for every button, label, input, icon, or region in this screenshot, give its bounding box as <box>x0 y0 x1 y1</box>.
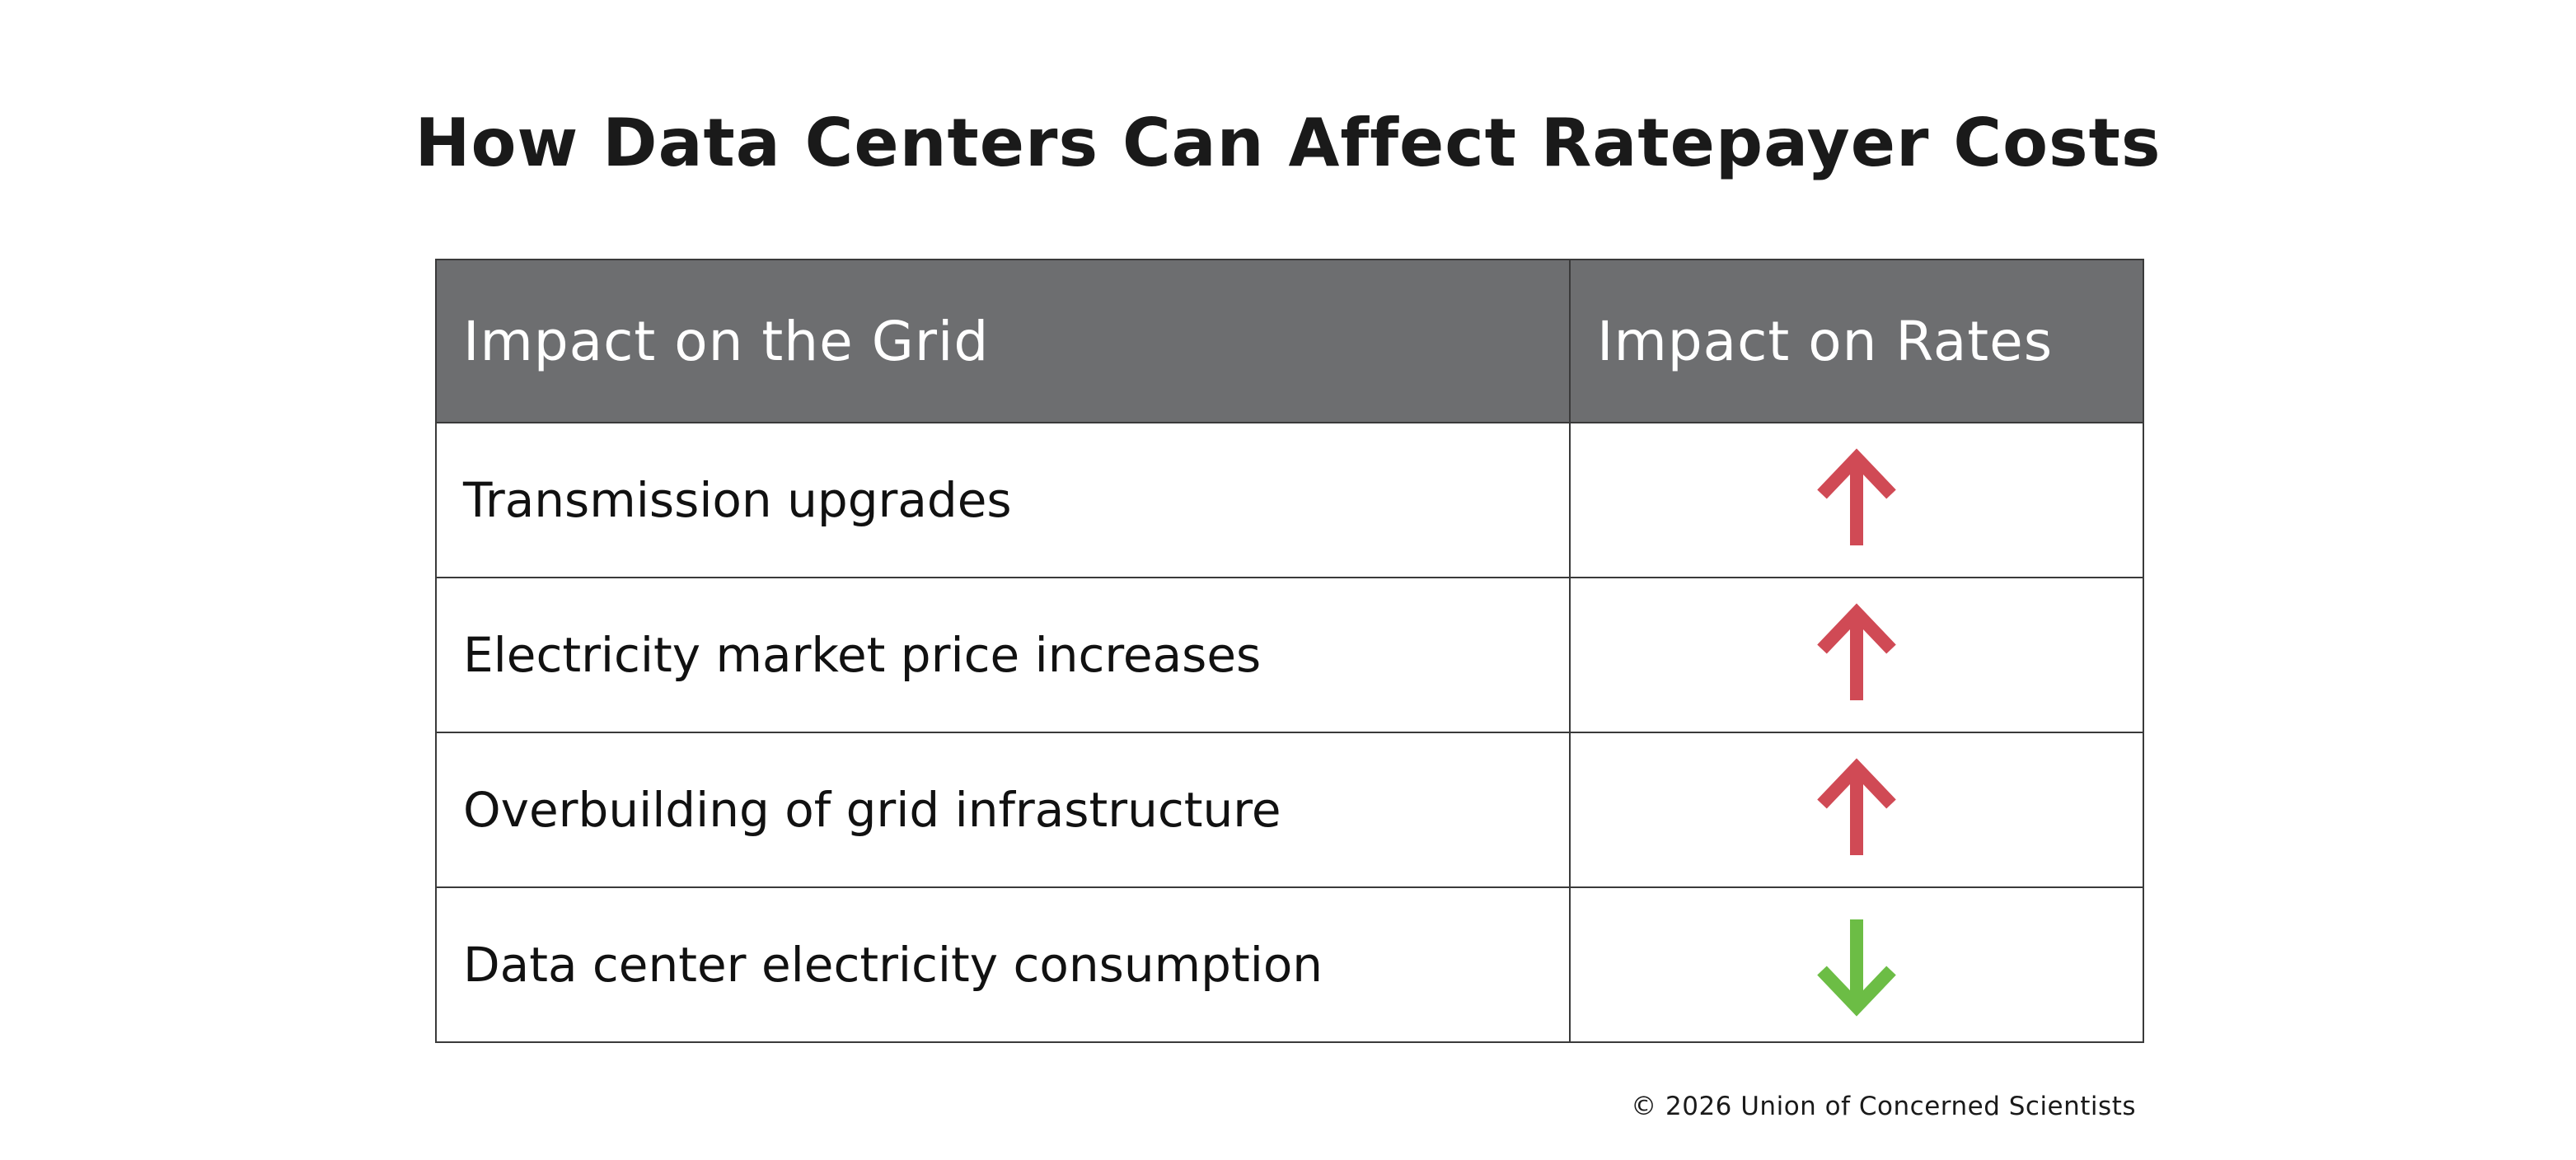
rate-impact-cell <box>1569 422 2144 578</box>
arrow-down-icon <box>1817 919 1896 1017</box>
table-row: Overbuilding of grid infrastructure <box>435 732 2144 888</box>
rate-impact-cell <box>1569 732 2144 888</box>
table-row: Data center electricity consumption <box>435 886 2144 1043</box>
row-label: Electricity market price increases <box>435 577 1571 733</box>
arrow-up-icon <box>1571 758 2143 862</box>
row-label: Overbuilding of grid infrastructure <box>435 732 1571 888</box>
rate-impact-cell <box>1569 577 2144 733</box>
arrow-up-icon <box>1817 603 1896 700</box>
arrow-up-icon <box>1571 603 2143 707</box>
arrow-up-icon <box>1571 448 2143 552</box>
column-header-grid: Impact on the Grid <box>435 259 1571 423</box>
row-label: Transmission upgrades <box>435 422 1571 578</box>
rate-impact-cell <box>1569 886 2144 1043</box>
row-label: Data center electricity consumption <box>435 886 1571 1043</box>
column-header-rates: Impact on Rates <box>1569 259 2144 423</box>
arrow-up-icon <box>1817 448 1896 545</box>
arrow-down-icon <box>1571 913 2143 1017</box>
table-header-row: Impact on the Grid Impact on Rates <box>435 259 2144 423</box>
table-row: Transmission upgrades <box>435 422 2144 578</box>
copyright-notice: © 2026 Union of Concerned Scientists <box>1631 1092 2136 1121</box>
arrow-up-icon <box>1817 758 1896 855</box>
page-title: How Data Centers Can Affect Ratepayer Co… <box>415 105 2161 181</box>
table-row: Electricity market price increases <box>435 577 2144 733</box>
impact-table: Impact on the Grid Impact on Rates Trans… <box>435 259 2144 1043</box>
